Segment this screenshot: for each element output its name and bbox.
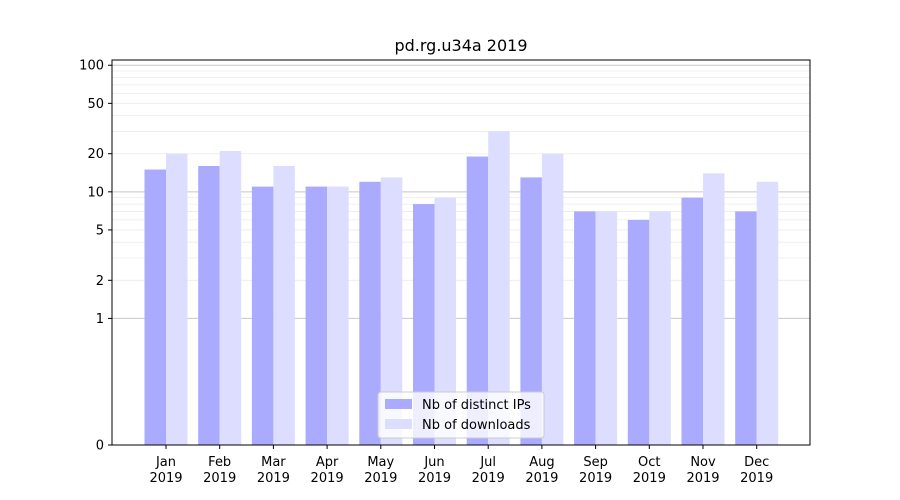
bar-downloads-8 <box>595 211 618 445</box>
y-tick-label: 50 <box>87 97 104 112</box>
y-tick-label: 1 <box>96 312 104 327</box>
x-tick-label: Apr 2019 <box>311 455 344 486</box>
x-tick-label: Jun 2019 <box>418 455 451 486</box>
y-tick-label: 5 <box>96 223 104 238</box>
x-tick-label: Dec 2019 <box>740 455 773 486</box>
axes <box>111 59 811 446</box>
bar-downloads-5 <box>434 197 456 445</box>
legend-swatch-0 <box>385 399 412 409</box>
bar-downloads-2 <box>273 165 295 446</box>
x-tick-label: Sep 2019 <box>579 455 612 486</box>
chart-title: pd.rg.u34a 2019 <box>394 36 527 55</box>
x-tick-label: Feb 2019 <box>203 455 236 486</box>
legend-box <box>377 391 545 439</box>
x-tick-label: May 2019 <box>364 455 397 486</box>
y-tick-label: 10 <box>87 185 104 200</box>
bar-ips-0 <box>144 169 166 445</box>
bar-downloads-10 <box>703 173 725 445</box>
bar-ips-2 <box>251 186 274 446</box>
bars <box>144 131 779 446</box>
bar-downloads-0 <box>166 153 188 446</box>
bar-downloads-11 <box>756 181 779 445</box>
y-tick-label: 100 <box>79 59 104 74</box>
y-tick-label: 20 <box>87 147 104 162</box>
legend-swatch-1 <box>385 419 412 429</box>
bar-ips-1 <box>198 165 220 446</box>
x-tick-label: Oct 2019 <box>633 455 666 486</box>
bar-ips-6 <box>466 156 489 446</box>
ticks: 0 1 2 5 10 20 50 100 Jan 2019 Feb 2019 Mar 2019 Apr 201… <box>79 59 773 486</box>
bar-downloads-7 <box>541 153 564 446</box>
bar-downloads-1 <box>219 151 242 445</box>
bar-downloads-6 <box>488 131 510 445</box>
y-tick-label: 2 <box>96 274 104 289</box>
bar-ips-7 <box>520 177 542 446</box>
legend-label-1: Nb of downloads <box>422 418 531 433</box>
bar-ips-3 <box>305 186 328 446</box>
x-tick-label: Jul 2019 <box>472 455 505 486</box>
bar-ips-4 <box>359 181 381 445</box>
bar-ips-9 <box>627 219 650 445</box>
bar-downloads-3 <box>327 186 349 446</box>
bar-ips-5 <box>413 204 435 445</box>
bar-ips-11 <box>735 211 757 445</box>
x-tick-label: Mar 2019 <box>257 455 290 486</box>
bar-ips-8 <box>574 211 596 445</box>
y-tick-label: 0 <box>96 439 104 454</box>
legend: Nb of distinct IPs Nb of downloads <box>377 391 545 439</box>
x-tick-label: Aug 2019 <box>525 455 558 486</box>
bar-downloads-9 <box>649 211 671 445</box>
bar-ips-10 <box>681 197 703 445</box>
x-tick-label: Nov 2019 <box>686 455 719 486</box>
plot-frame <box>111 59 811 446</box>
bar-downloads-4 <box>380 177 403 446</box>
x-tick-label: Jan 2019 <box>149 455 182 486</box>
legend-label-0: Nb of distinct IPs <box>422 398 531 413</box>
